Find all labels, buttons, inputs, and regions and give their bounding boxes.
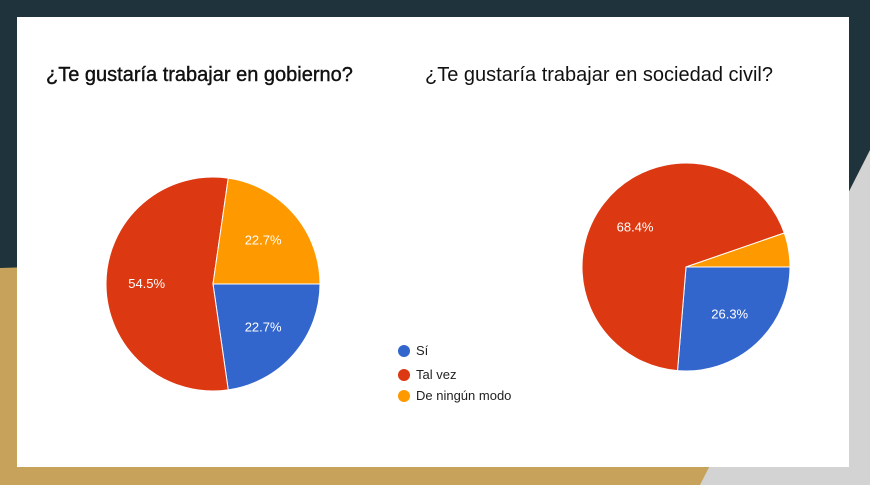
legend-label-si: Sí	[416, 343, 429, 358]
chart-title-sociedad-civil: ¿Te gustaría trabajar en sociedad civil?	[425, 64, 773, 86]
pie-chart-gobierno: 22.7% 54.5% 22.7%	[105, 176, 321, 392]
legend-label-de-ningun-modo: De ningún modo	[416, 388, 512, 403]
pie-chart-sociedad-civil: 26.3% 68.4%	[581, 162, 791, 372]
pie2-slice-de-ningun-modo	[685, 232, 791, 268]
pie2-slice-tal-vez	[581, 162, 785, 372]
legend-dot-si	[398, 345, 410, 357]
pie1-label-de-ningun-modo: 22.7%	[245, 233, 282, 248]
pie1-slice-tal-vez	[105, 176, 229, 392]
pie1-slice-de-ningun-modo	[212, 177, 321, 285]
chart-title-gobierno: ¿Te gustaría trabajar en gobierno?	[46, 64, 353, 86]
legend-label-tal-vez: Tal vez	[416, 367, 457, 382]
legend-dot-de-ningun-modo	[398, 390, 410, 402]
pie1-slice-si	[212, 283, 321, 391]
pie1-label-si: 22.7%	[245, 319, 282, 334]
legend-dot-tal-vez	[398, 369, 410, 381]
pie2-label-tal-vez: 68.4%	[617, 219, 654, 234]
pie2-slice-si	[676, 266, 791, 372]
pie1-label-tal-vez: 54.5%	[128, 276, 165, 291]
pie2-label-si: 26.3%	[711, 306, 748, 321]
